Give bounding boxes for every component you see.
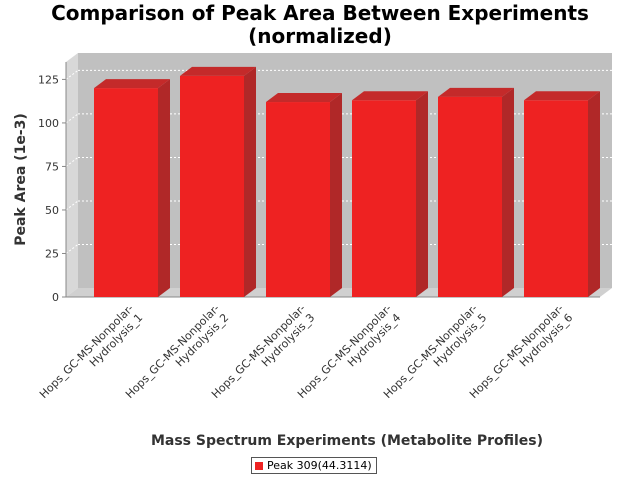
bar-side [158, 79, 170, 297]
y-tick-label: 0 [52, 291, 59, 304]
gridline-side [65, 70, 79, 80]
bar-front [352, 100, 416, 297]
bar-top [438, 87, 514, 97]
bar [438, 87, 514, 297]
y-tick-label: 50 [45, 204, 59, 217]
bar-top [524, 91, 600, 101]
bar-top [352, 91, 428, 101]
bar-top [266, 93, 342, 103]
gridline-side [65, 157, 79, 167]
legend-swatch [255, 461, 263, 470]
plot-left-wall [66, 53, 78, 297]
bar-front [438, 96, 502, 297]
bar [94, 79, 170, 297]
y-axis-title: Peak Area (1e-3) [13, 113, 29, 246]
bar-side [502, 87, 514, 297]
gridline-side [65, 113, 79, 124]
bar [524, 91, 600, 297]
y-tick-label: 25 [45, 247, 59, 260]
bar-top [180, 66, 256, 76]
x-tick-label-line: Hops_GC-MS-Nonpolar- [37, 302, 136, 401]
legend: Peak 309(44.3114) [251, 457, 377, 474]
gridline-side [65, 200, 79, 211]
bar [352, 91, 428, 297]
y-tick-label: 75 [45, 160, 59, 173]
legend-label: Peak 309(44.3114) [267, 459, 372, 472]
gridline-side [65, 244, 79, 254]
bar-side [416, 91, 428, 297]
bar-front [180, 75, 244, 297]
bar-side [330, 93, 342, 297]
bar-front [266, 102, 330, 297]
chart-title-line-2: (normalized) [248, 24, 392, 48]
bar-front [524, 100, 588, 297]
x-axis-title: Mass Spectrum Experiments (Metabolite Pr… [151, 433, 543, 449]
bar [266, 93, 342, 297]
y-tick-label: 125 [38, 73, 59, 86]
chart-title-line-1: Comparison of Peak Area Between Experime… [51, 1, 589, 25]
y-tick-label: 100 [38, 117, 59, 130]
bar-side [244, 66, 256, 297]
bar-side [588, 91, 600, 297]
chart-title: Comparison of Peak Area Between Experime… [0, 2, 640, 48]
bar [180, 66, 256, 297]
bar-top [94, 79, 170, 89]
bar-front [94, 88, 158, 297]
